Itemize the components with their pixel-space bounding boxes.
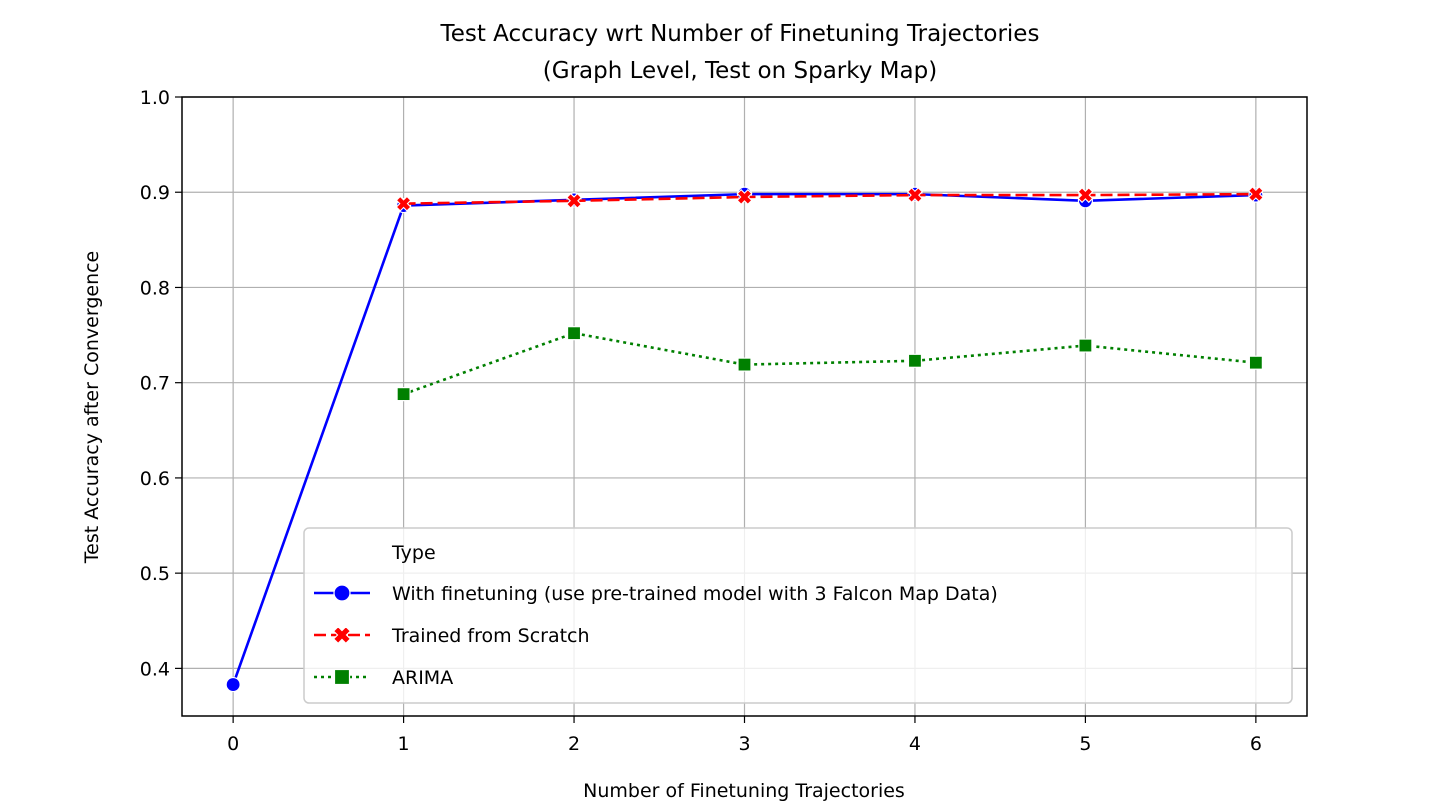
series-2-point	[906, 187, 923, 204]
y-tick-label: 0.5	[140, 563, 170, 585]
y-tick-label: 0.6	[140, 468, 170, 490]
series-2-point-shape	[1247, 186, 1264, 203]
legend-entries: With finetuning (use pre-trained model w…	[314, 583, 998, 689]
legend-marker	[333, 584, 351, 602]
chart-title-line-1: Test Accuracy wrt Number of Finetuning T…	[440, 21, 1040, 47]
plot-series	[225, 186, 1264, 693]
series-2-point	[1077, 187, 1094, 204]
series-2-point	[736, 188, 753, 205]
x-tick-label: 0	[227, 733, 239, 755]
series-3-line	[403, 331, 1256, 396]
y-tick-label: 1.0	[140, 87, 170, 109]
y-tick-label: 0.7	[140, 373, 170, 395]
y-tick-label: 0.4	[140, 658, 170, 680]
series-1-point	[225, 676, 241, 693]
y-tick-label: 0.8	[140, 277, 170, 299]
legend: Type With finetuning (use pre-trained mo…	[303, 527, 1293, 704]
legend-label: With finetuning (use pre-trained model w…	[392, 583, 998, 605]
series-2	[395, 186, 1264, 212]
series-2-point-shape	[566, 192, 583, 209]
series-3-point	[566, 326, 582, 341]
series-3-point	[396, 387, 411, 402]
legend-marker	[332, 625, 352, 645]
legend-box	[303, 527, 1293, 704]
series-2-line	[403, 192, 1256, 205]
series-2-point-shape	[906, 187, 923, 204]
legend-label: ARIMA	[392, 667, 453, 689]
y-tick-label: 0.9	[140, 182, 170, 204]
series-3	[396, 326, 1263, 402]
chart-title-line-2: (Graph Level, Test on Sparky Map)	[543, 58, 937, 84]
legend-label: Trained from Scratch	[391, 625, 590, 647]
series-3-point	[1078, 338, 1093, 353]
x-tick-label: 1	[398, 733, 410, 755]
x-tick-label: 5	[1079, 733, 1091, 755]
series-2-point	[1247, 186, 1264, 203]
legend-marker-shape	[332, 625, 352, 645]
x-tick-label: 3	[738, 733, 750, 755]
x-tick-label: 4	[909, 733, 921, 755]
series-2-point	[566, 192, 583, 209]
x-axis-label: Number of Finetuning Trajectories	[583, 780, 905, 802]
legend-entry-3: ARIMA	[314, 667, 453, 689]
series-2-point-shape	[736, 188, 753, 205]
series-3-point	[1248, 355, 1263, 370]
axis-ticks: 0 1 2 3 4 5 6 0.4 0.5 0.6 0.7 0.8 0.9 1.0	[140, 87, 1262, 755]
series-3-point	[737, 357, 752, 372]
legend-title: Type	[391, 542, 436, 564]
series-2-point	[395, 195, 412, 212]
y-axis-label: Test Accuracy after Convergence	[81, 251, 103, 565]
series-2-point-shape	[395, 195, 412, 212]
series-2-point-shape	[1077, 187, 1094, 204]
x-tick-label: 6	[1250, 733, 1262, 755]
legend-entry-1: With finetuning (use pre-trained model w…	[314, 583, 998, 605]
series-3-point	[907, 353, 923, 368]
legend-entry-2: Trained from Scratch	[314, 625, 590, 647]
x-tick-label: 2	[568, 733, 580, 755]
legend-marker	[333, 668, 351, 686]
